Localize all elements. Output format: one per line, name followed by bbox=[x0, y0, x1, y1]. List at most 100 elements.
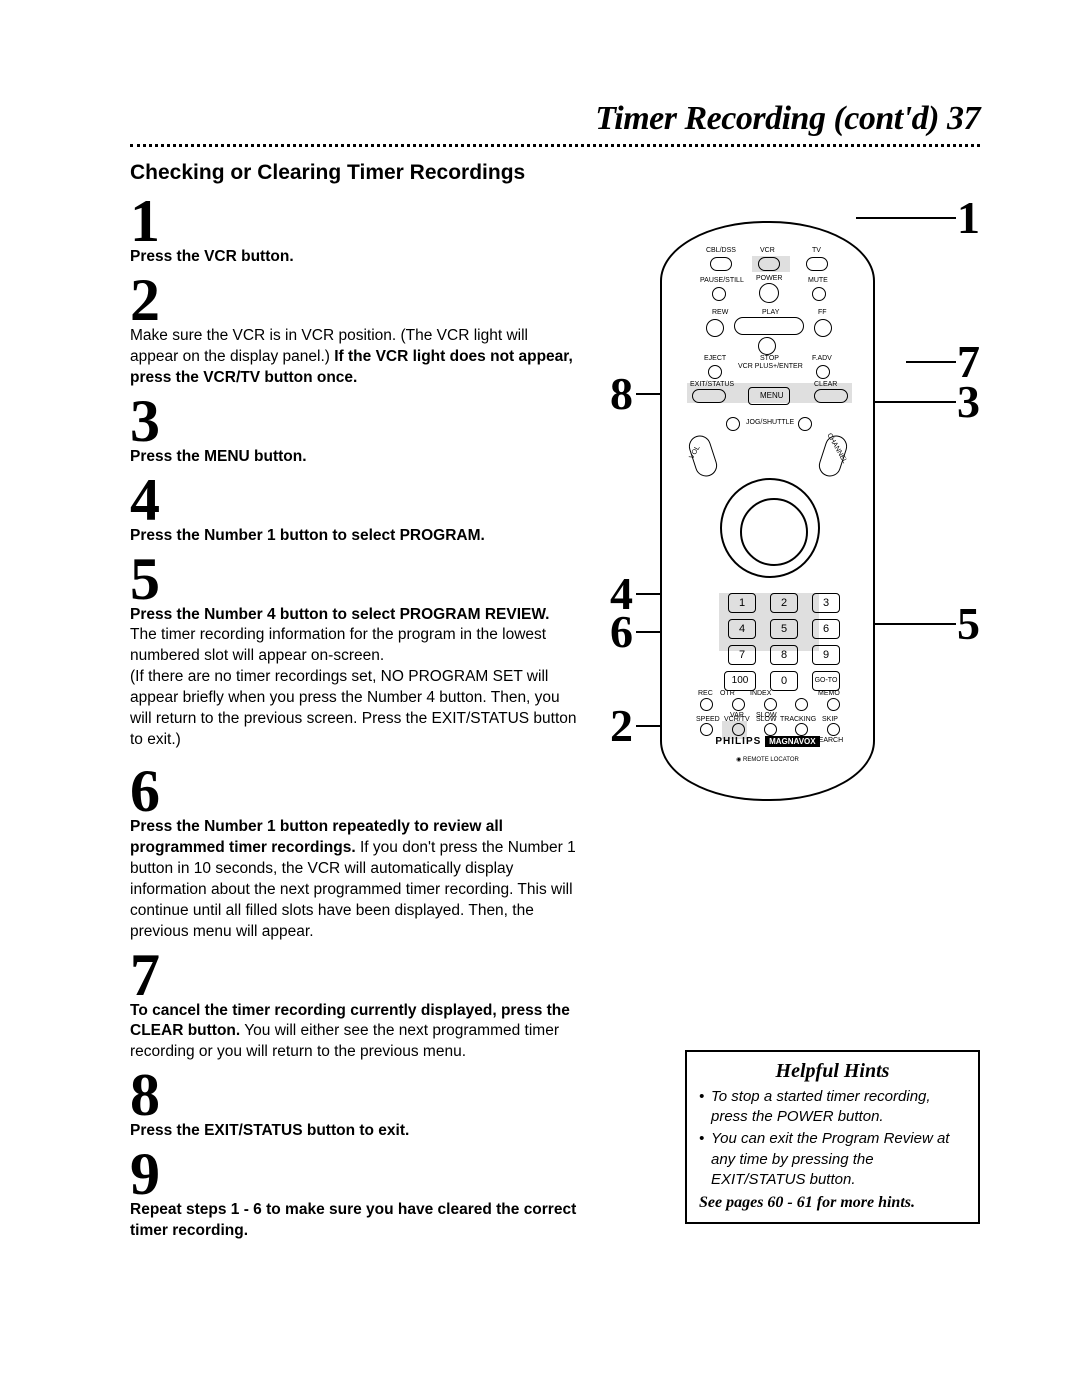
callout-6: 6 bbox=[610, 609, 633, 655]
helpful-hints-title: Helpful Hints bbox=[699, 1060, 966, 1083]
slow2-button bbox=[764, 723, 777, 736]
remote-body: CBL/DSS VCR TV PAUSE/STILL POWER MUTE RE… bbox=[660, 221, 875, 801]
stop-button-circle bbox=[758, 337, 776, 355]
steps-column: 1 Press the VCR button. 2 Make sure the … bbox=[130, 191, 580, 1244]
helpful-hints-footer: See pages 60 - 61 for more hints. bbox=[699, 1194, 966, 1212]
jog-left-button bbox=[726, 417, 740, 431]
callout-1: 1 bbox=[957, 195, 980, 241]
exit-button bbox=[692, 389, 726, 403]
var-up-button bbox=[795, 698, 808, 711]
play-label: PLAY bbox=[762, 309, 779, 316]
eject-button bbox=[708, 365, 722, 379]
cbldss-button bbox=[710, 257, 732, 271]
rec-label: REC bbox=[698, 690, 713, 697]
mute-label: MUTE bbox=[808, 277, 828, 284]
vcr-label: VCR bbox=[760, 247, 775, 254]
tracking-button bbox=[795, 723, 808, 736]
remote-diagram: 1 7 3 5 8 4 6 2 bbox=[600, 201, 960, 801]
key-0: 0 bbox=[770, 671, 798, 691]
remote-locator-label: ◉ REMOTE LOCATOR bbox=[662, 756, 873, 763]
step-number: 6 bbox=[130, 761, 580, 821]
mute-button bbox=[812, 287, 826, 301]
step-7: 7 To cancel the timer recording currentl… bbox=[130, 945, 580, 1064]
memo-label: MEMO bbox=[818, 690, 840, 697]
callout-line bbox=[856, 217, 956, 219]
speed-button bbox=[700, 723, 713, 736]
skip-button bbox=[827, 723, 840, 736]
jog-right-button bbox=[798, 417, 812, 431]
brand-row: PHILIPS MAGNAVOX bbox=[662, 736, 873, 747]
callout-3: 3 bbox=[957, 379, 980, 425]
clear-label: CLEAR bbox=[814, 381, 837, 388]
jog-label: JOG/SHUTTLE bbox=[746, 419, 794, 426]
menu-button bbox=[748, 387, 790, 405]
vcr-button bbox=[758, 257, 780, 271]
step-bold: Press the MENU button. bbox=[130, 448, 307, 465]
otr-label: OTR bbox=[720, 690, 735, 697]
step-number: 3 bbox=[130, 391, 580, 451]
tv-button bbox=[806, 257, 828, 271]
clear-button bbox=[814, 389, 848, 403]
tv-label: TV bbox=[812, 247, 821, 254]
callout-line bbox=[866, 401, 956, 403]
step-bold: Press the VCR button. bbox=[130, 248, 294, 265]
key-6: 6 bbox=[812, 619, 840, 639]
hint-item: You can exit the Program Review at any t… bbox=[699, 1129, 966, 1190]
step-8: 8 Press the EXIT/STATUS button to exit. bbox=[130, 1065, 580, 1142]
step-6: 6 Press the Number 1 button repeatedly t… bbox=[130, 761, 580, 943]
power-label: POWER bbox=[756, 275, 782, 282]
fadv-button bbox=[816, 365, 830, 379]
page-subtitle: Checking or Clearing Timer Recordings bbox=[130, 161, 980, 185]
ff-button bbox=[814, 319, 832, 337]
exit-label: EXIT/STATUS bbox=[690, 381, 734, 388]
cbldss-label: CBL/DSS bbox=[706, 247, 736, 254]
slow-button bbox=[764, 698, 777, 711]
bottom-row-2 bbox=[700, 723, 840, 736]
jog-dial bbox=[720, 478, 820, 578]
step-number: 4 bbox=[130, 470, 580, 530]
play-button bbox=[734, 317, 804, 335]
step-bold: Repeat steps 1 - 6 to make sure you have… bbox=[130, 1201, 576, 1239]
key-2: 2 bbox=[770, 593, 798, 613]
skip-label: SKIP bbox=[822, 716, 838, 723]
rew-button bbox=[706, 319, 724, 337]
key-100: 100 bbox=[724, 671, 756, 691]
key-goto: GO-TO bbox=[812, 671, 840, 691]
step-number: 2 bbox=[130, 270, 580, 330]
step-bold: Press the Number 4 button to select PROG… bbox=[130, 606, 549, 623]
index-label: INDEX bbox=[750, 690, 771, 697]
step-2: 2 Make sure the VCR is in VCR position. … bbox=[130, 270, 580, 389]
step-number: 1 bbox=[130, 191, 580, 251]
rec-button bbox=[700, 698, 713, 711]
memo-button bbox=[827, 698, 840, 711]
step-text: The timer recording information for the … bbox=[130, 626, 577, 748]
pause-button bbox=[712, 287, 726, 301]
key-4: 4 bbox=[728, 619, 756, 639]
step-bold: Press the Number 1 button to select PROG… bbox=[130, 527, 485, 544]
step-4: 4 Press the Number 1 button to select PR… bbox=[130, 470, 580, 547]
var-down-button bbox=[732, 698, 745, 711]
right-column: 1 7 3 5 8 4 6 2 bbox=[600, 191, 980, 1244]
hint-item: To stop a started timer recording, press… bbox=[699, 1087, 966, 1128]
rew-label: REW bbox=[712, 309, 728, 316]
stop-label: STOP bbox=[760, 355, 779, 362]
step-number: 5 bbox=[130, 549, 580, 609]
helpful-hints-box: Helpful Hints To stop a started timer re… bbox=[685, 1050, 980, 1224]
bottom-row-1 bbox=[700, 698, 840, 711]
step-number: 7 bbox=[130, 945, 580, 1005]
step-bold: Press the EXIT/STATUS button to exit. bbox=[130, 1122, 409, 1139]
step-9: 9 Repeat steps 1 - 6 to make sure you ha… bbox=[130, 1144, 580, 1242]
callout-2: 2 bbox=[610, 703, 633, 749]
key-5: 5 bbox=[770, 619, 798, 639]
step-number: 8 bbox=[130, 1065, 580, 1125]
key-3: 3 bbox=[812, 593, 840, 613]
slow2-label: SLOW bbox=[756, 716, 777, 723]
power-button bbox=[759, 283, 779, 303]
key-8: 8 bbox=[770, 645, 798, 665]
callout-8: 8 bbox=[610, 371, 633, 417]
vcrplus-label: VCR PLUS+/ENTER bbox=[738, 363, 803, 370]
callout-line bbox=[906, 361, 956, 363]
number-keypad: 1 2 3 4 5 6 7 8 9 100 0 GO-TO bbox=[728, 593, 840, 691]
step-5: 5 Press the Number 4 button to select PR… bbox=[130, 549, 580, 751]
pause-label: PAUSE/STILL bbox=[700, 277, 744, 284]
